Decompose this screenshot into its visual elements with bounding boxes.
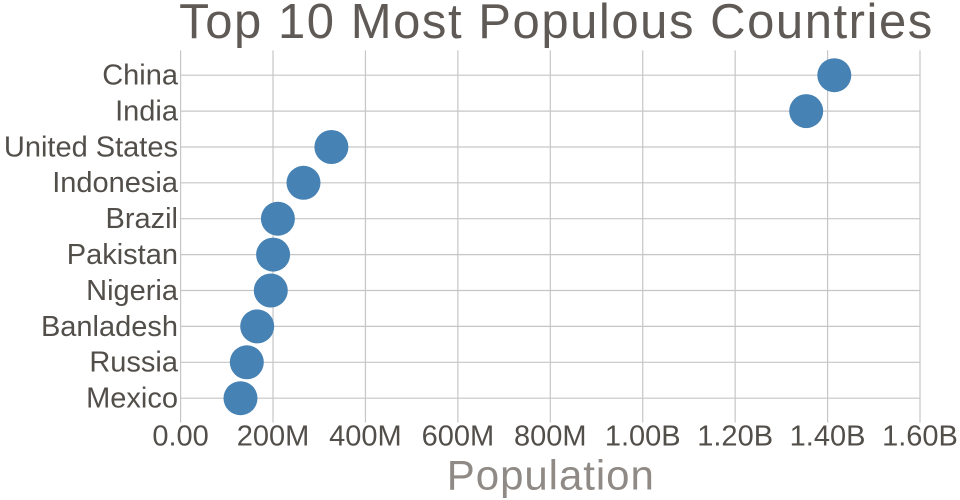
svg-text:Population: Population (447, 451, 655, 498)
svg-text:1.00B: 1.00B (605, 421, 681, 453)
svg-text:1.60B: 1.60B (882, 421, 958, 453)
svg-text:United States: United States (4, 131, 178, 163)
svg-text:China: China (102, 60, 179, 92)
svg-text:0.00: 0.00 (152, 421, 208, 453)
svg-text:Brazil: Brazil (105, 203, 178, 235)
svg-text:Indonesia: Indonesia (52, 167, 179, 199)
svg-text:1.40B: 1.40B (790, 421, 866, 453)
svg-text:India: India (115, 96, 179, 128)
svg-text:Pakistan: Pakistan (67, 239, 178, 271)
svg-text:Russia: Russia (89, 347, 179, 379)
svg-text:200M: 200M (237, 421, 310, 453)
svg-text:Top 10 Most Populous Countries: Top 10 Most Populous Countries (179, 0, 934, 49)
svg-text:400M: 400M (329, 421, 402, 453)
svg-text:Banladesh: Banladesh (41, 311, 178, 343)
svg-text:Nigeria: Nigeria (86, 275, 179, 307)
svg-text:600M: 600M (422, 421, 495, 453)
svg-text:800M: 800M (514, 421, 587, 453)
svg-text:1.20B: 1.20B (697, 421, 773, 453)
svg-text:Mexico: Mexico (86, 383, 178, 415)
